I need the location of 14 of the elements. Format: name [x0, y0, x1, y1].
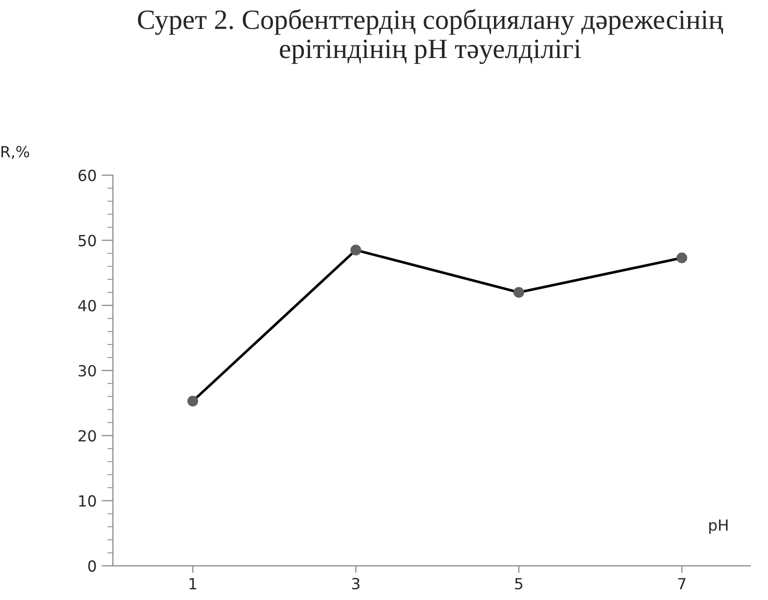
chart-title: Сурет 2. Сорбенттердің сорбциялану дәрежесінің ерітіндінің pH тәуелділігі [138, 9, 724, 64]
x-axis-title: pH [709, 520, 728, 534]
y-tick-label: 20 [78, 430, 96, 442]
y-tick-label: 10 [79, 495, 96, 507]
y-tick-label: 30 [78, 364, 96, 377]
y-tick-label: 0 [88, 560, 96, 572]
x-tick-label: 7 [678, 578, 686, 590]
y-tick-label: 60 [78, 170, 96, 182]
y-tick-label: 50 [78, 234, 96, 246]
x-tick-label: 1 [190, 578, 196, 590]
x-tick-label: 5 [515, 578, 522, 590]
x-tick-label: 3 [352, 578, 360, 590]
y-axis-title: R,% [2, 146, 30, 159]
y-tick-label: 40 [78, 300, 96, 312]
